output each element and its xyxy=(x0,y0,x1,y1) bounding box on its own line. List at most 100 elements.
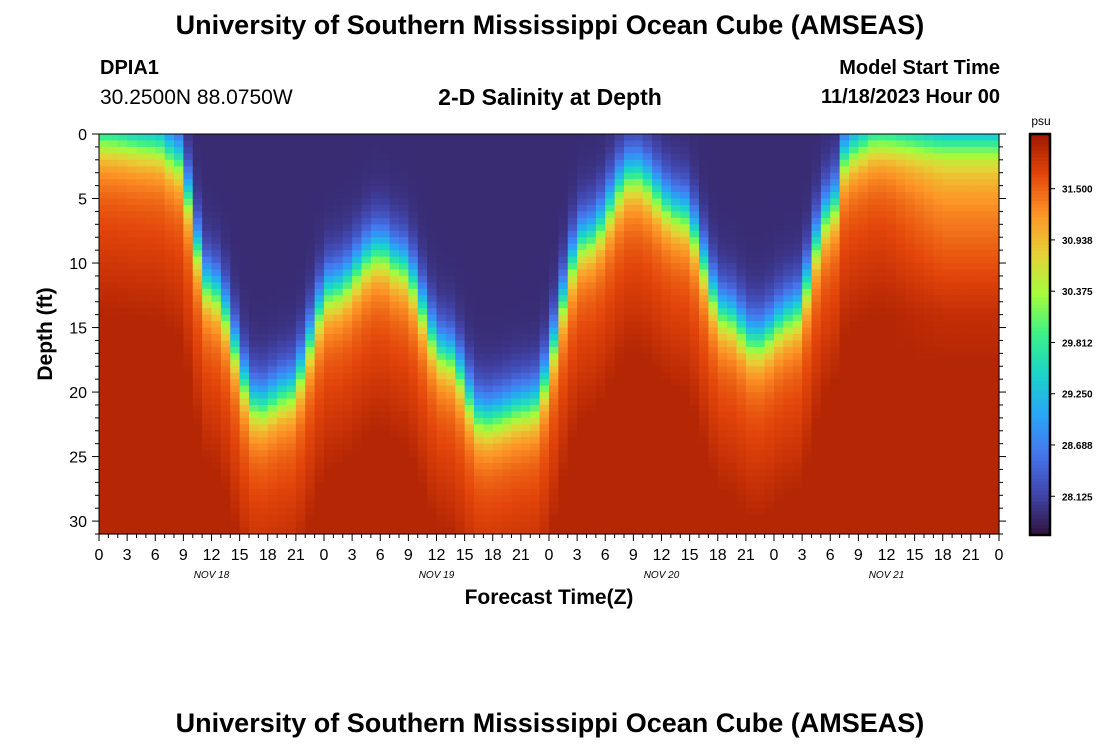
heatmap-cell xyxy=(314,430,325,438)
heatmap-cell xyxy=(745,256,756,264)
heatmap-cell xyxy=(352,159,363,167)
heatmap-cell xyxy=(811,295,822,303)
heatmap-cell xyxy=(333,224,344,232)
heatmap-cell xyxy=(145,275,156,283)
heatmap-cell xyxy=(211,527,222,535)
heatmap-cell xyxy=(586,456,597,464)
heatmap-cell xyxy=(464,353,475,361)
heatmap-cell xyxy=(389,450,400,458)
heatmap-cell xyxy=(192,204,203,213)
heatmap-cell xyxy=(670,456,681,464)
heatmap-cell xyxy=(108,443,119,451)
heatmap-cell xyxy=(539,385,550,393)
heatmap-cell xyxy=(370,495,381,503)
heatmap-cell xyxy=(474,321,484,329)
heatmap-cell xyxy=(145,346,156,354)
heatmap-cell xyxy=(455,224,466,232)
heatmap-cell xyxy=(549,469,559,477)
heatmap-cell xyxy=(183,346,194,354)
heatmap-cell xyxy=(342,237,353,245)
heatmap-cell xyxy=(211,179,222,187)
heatmap-cell xyxy=(239,379,250,387)
heatmap-cell xyxy=(511,521,522,529)
heatmap-cell xyxy=(333,230,344,238)
heatmap-cell xyxy=(502,495,513,503)
heatmap-cell xyxy=(324,159,334,167)
heatmap-cell xyxy=(520,166,531,174)
heatmap-cell xyxy=(333,443,344,451)
heatmap-cell xyxy=(211,495,222,503)
heatmap-cell xyxy=(108,450,119,458)
heatmap-cell xyxy=(699,430,709,438)
heatmap-cell xyxy=(239,450,250,458)
heatmap-cell xyxy=(202,398,213,406)
heatmap-cell xyxy=(474,508,484,516)
heatmap-cell xyxy=(361,521,372,529)
heatmap-cell xyxy=(680,211,691,219)
heatmap-cell xyxy=(595,263,606,271)
heatmap-cell xyxy=(305,424,316,432)
heatmap-cell xyxy=(670,475,681,483)
heatmap-cell xyxy=(642,243,653,251)
heatmap-cell xyxy=(520,204,531,213)
heatmap-cell xyxy=(577,488,588,496)
heatmap-cell xyxy=(352,314,363,322)
heatmap-cell xyxy=(117,450,128,458)
heatmap-cell xyxy=(127,224,138,232)
heatmap-cell xyxy=(155,204,166,213)
heatmap-cell xyxy=(708,443,719,451)
heatmap-cell xyxy=(277,404,288,413)
heatmap-cell xyxy=(633,437,644,445)
heatmap-cell xyxy=(211,237,222,245)
heatmap-cell xyxy=(417,159,428,167)
heatmap-cell xyxy=(511,224,522,232)
heatmap-cell xyxy=(361,475,372,483)
heatmap-cell xyxy=(605,275,616,283)
heatmap-cell xyxy=(549,301,559,309)
heatmap-cell xyxy=(727,321,738,329)
heatmap-cell xyxy=(220,198,231,206)
heatmap-cell xyxy=(727,495,738,503)
heatmap-cell xyxy=(230,437,241,445)
heatmap-cell xyxy=(830,153,841,161)
heatmap-cell xyxy=(577,379,588,387)
heatmap-cell xyxy=(689,321,700,329)
heatmap-cell xyxy=(258,179,269,187)
heatmap-cell xyxy=(520,185,531,193)
heatmap-cell xyxy=(755,146,766,154)
heatmap-cell xyxy=(352,353,363,361)
heatmap-cell xyxy=(839,140,850,148)
heatmap-cell xyxy=(670,146,681,154)
heatmap-cell xyxy=(211,404,222,413)
heatmap-cell xyxy=(267,334,278,342)
heatmap-cell xyxy=(239,237,250,245)
heatmap-cell xyxy=(305,340,316,348)
heatmap-cell xyxy=(427,404,438,413)
heatmap-cell xyxy=(736,411,747,419)
heatmap-cell xyxy=(680,437,691,445)
heatmap-cell xyxy=(689,295,700,303)
heatmap-cell xyxy=(652,398,663,406)
heatmap-cell xyxy=(492,340,503,348)
heatmap-cell xyxy=(830,217,841,225)
heatmap-cell xyxy=(830,359,841,367)
heatmap-cell xyxy=(408,321,419,329)
heatmap-cell xyxy=(586,308,597,316)
heatmap-cell xyxy=(708,501,719,509)
heatmap-cell xyxy=(361,237,372,245)
heatmap-cell xyxy=(511,475,522,483)
heatmap-cell xyxy=(764,263,775,271)
heatmap-cell xyxy=(614,308,625,316)
heatmap-cell xyxy=(614,314,625,322)
heatmap-cell xyxy=(399,404,409,413)
heatmap-cell xyxy=(745,346,756,354)
heatmap-cell xyxy=(342,334,353,342)
heatmap-cell xyxy=(830,501,841,509)
heatmap-cell xyxy=(417,527,428,535)
heatmap-cell xyxy=(820,417,831,425)
heatmap-cell xyxy=(642,295,653,303)
heatmap-cell xyxy=(633,250,644,258)
heatmap-cell xyxy=(745,211,756,219)
heatmap-cell xyxy=(652,366,663,374)
heatmap-cell xyxy=(389,230,400,238)
